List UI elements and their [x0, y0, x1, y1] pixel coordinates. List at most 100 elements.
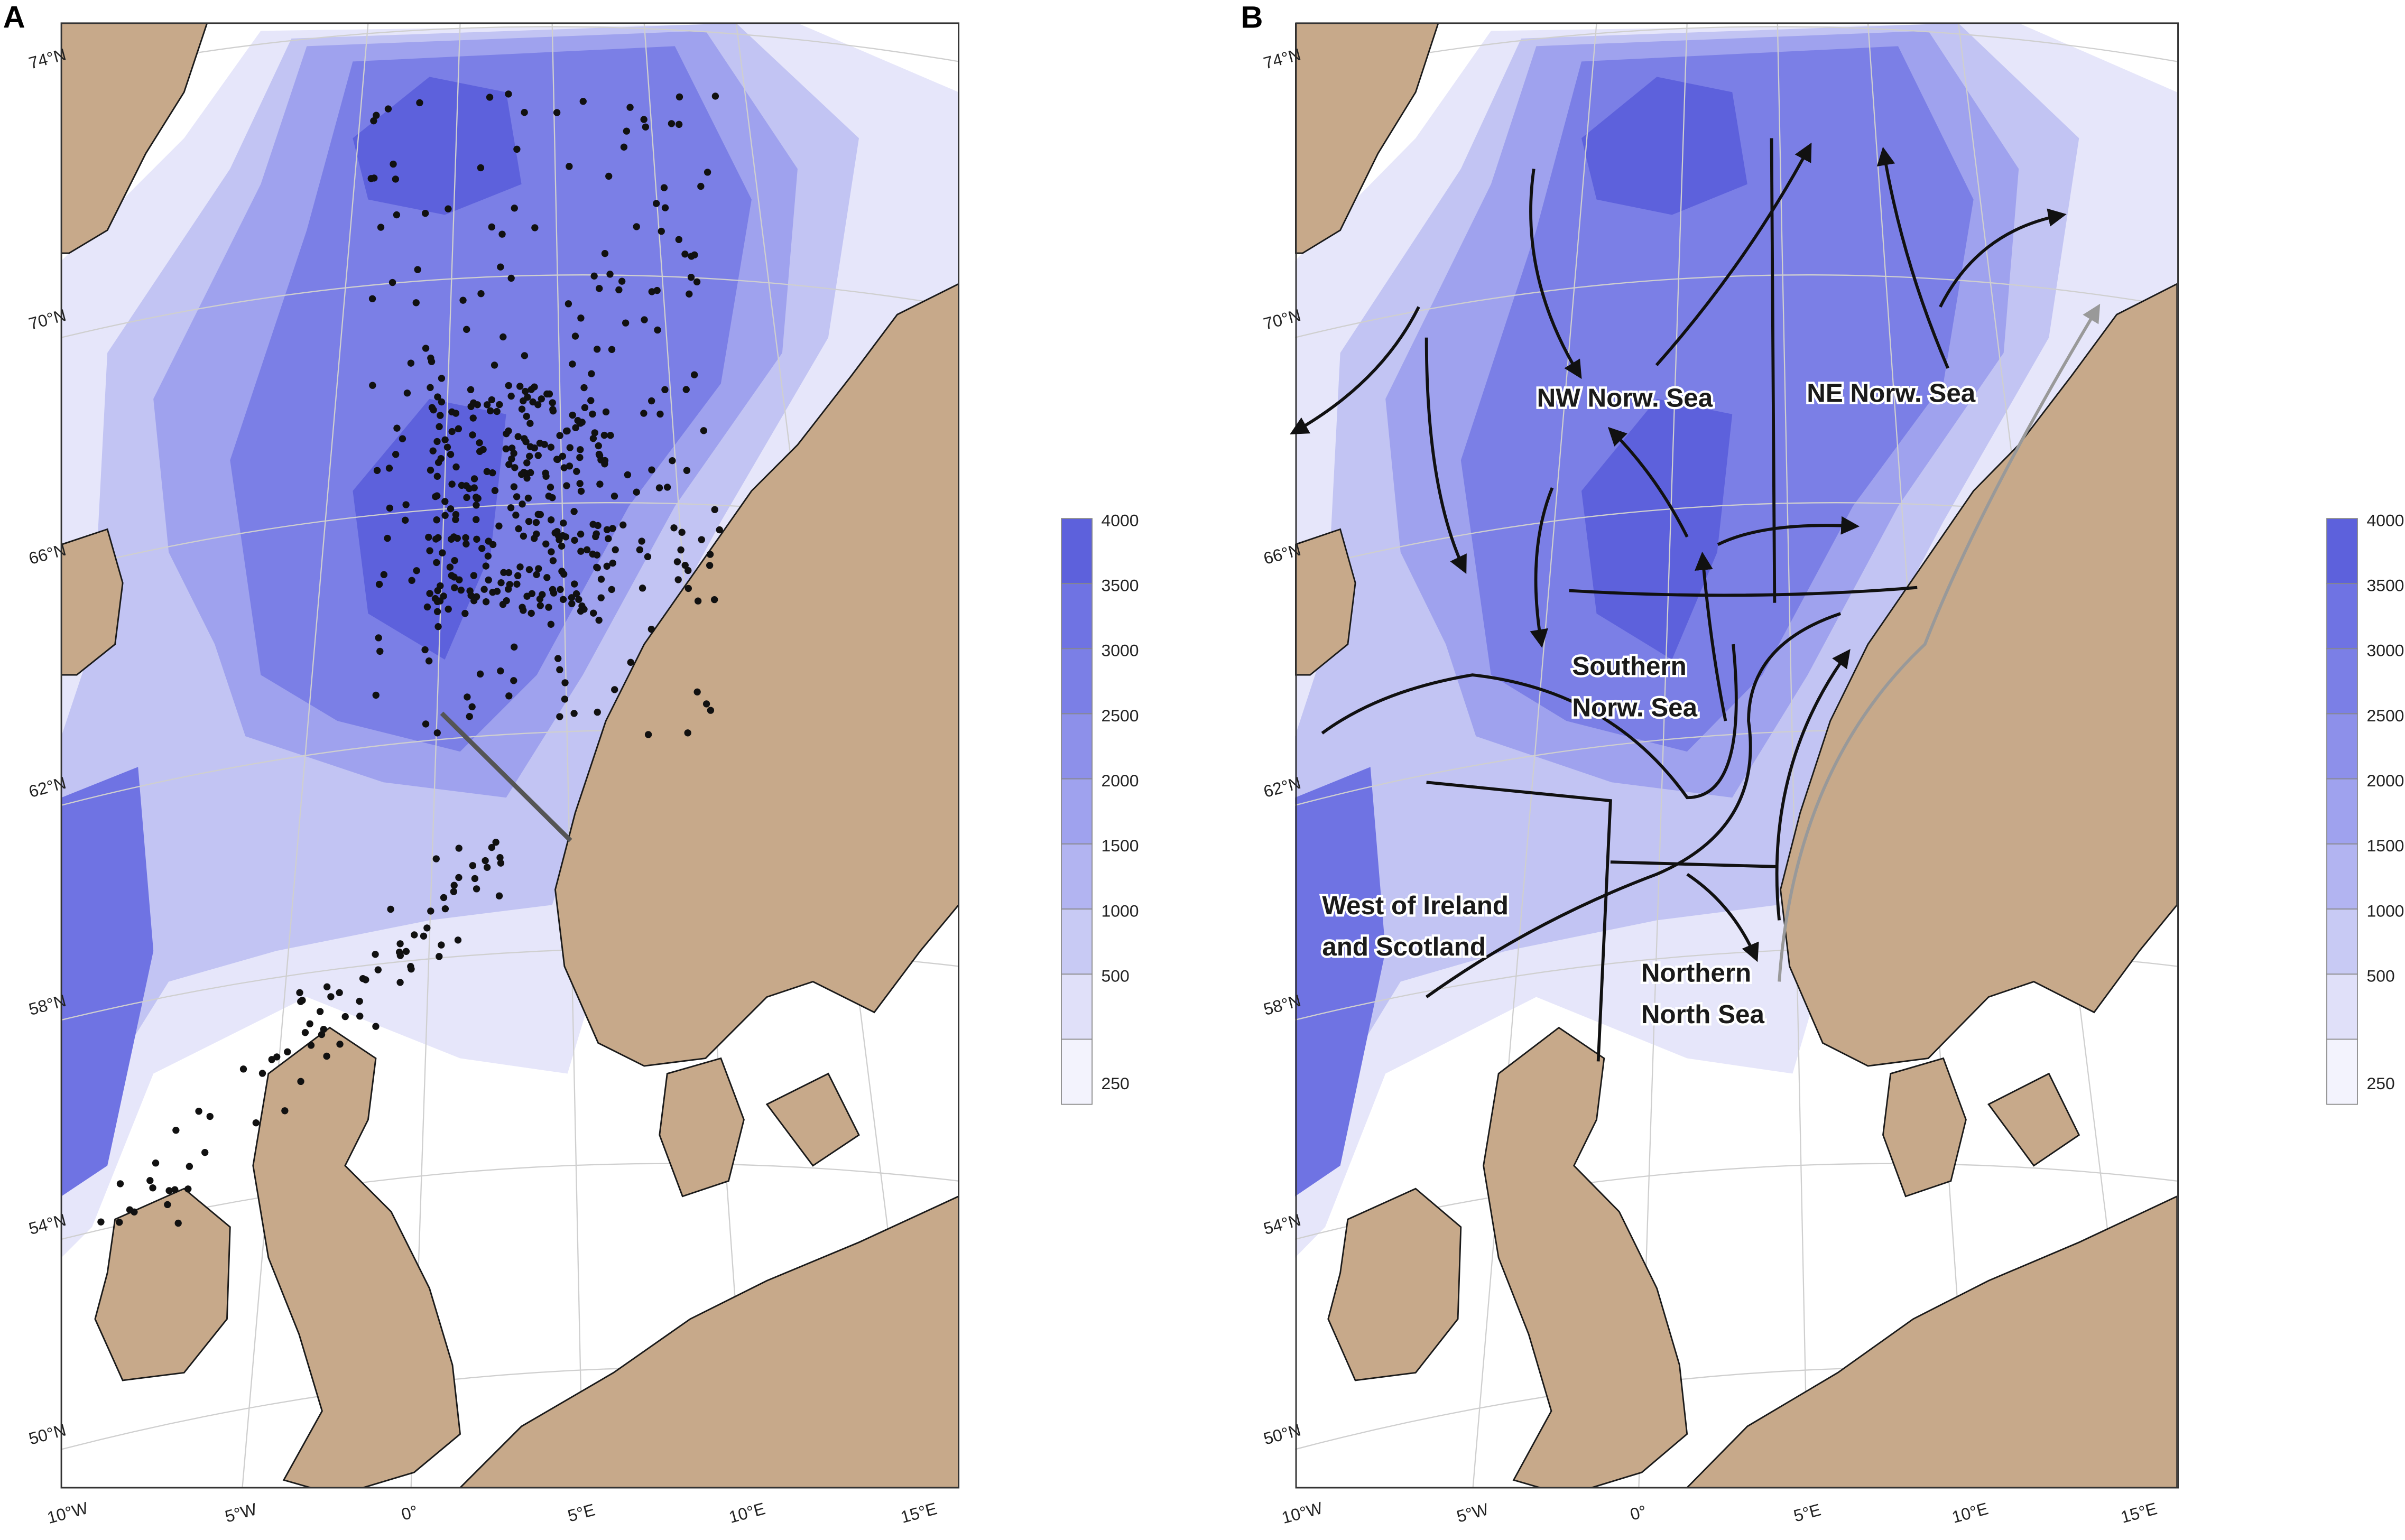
sample-dot [648, 466, 655, 474]
sample-dot [521, 435, 528, 442]
lon-label: 5°E [566, 1500, 597, 1525]
sample-dot [505, 692, 513, 700]
sample-dot [468, 703, 476, 711]
sample-dot [502, 445, 510, 453]
sample-dot [556, 432, 563, 439]
sample-dot [535, 565, 542, 572]
sample-dot [441, 905, 449, 913]
sample-dot [641, 316, 648, 323]
sample-dot [386, 504, 394, 512]
map-b [1295, 23, 2177, 1496]
sample-dot [497, 859, 505, 867]
sample-dot [469, 862, 477, 869]
sample-dot [195, 1107, 202, 1115]
sample-dot [388, 279, 396, 286]
sample-dot [336, 989, 343, 997]
sample-dot [341, 1013, 349, 1021]
sample-dot [516, 383, 524, 390]
sample-dot [538, 395, 545, 403]
sample-dot [523, 413, 530, 420]
sample-dot [605, 535, 612, 542]
sample-dot [462, 540, 470, 548]
sample-dot [607, 432, 614, 439]
sample-dot [639, 585, 646, 592]
sample-dot [545, 493, 552, 500]
lon-label: 10°W [1280, 1498, 1325, 1527]
sample-dot [508, 455, 515, 463]
sample-dot [545, 390, 553, 398]
sample-dot [523, 475, 531, 482]
sample-dot [488, 223, 495, 231]
sample-dot [547, 620, 554, 628]
sample-dot [596, 480, 604, 488]
colorbar-band [2326, 973, 2358, 1040]
panel-label: B [1241, 1, 1263, 35]
sample-dot [372, 951, 379, 958]
sample-dot [273, 1053, 281, 1061]
sample-dot [454, 936, 462, 944]
sample-dot [556, 713, 563, 720]
sample-dot [589, 550, 596, 558]
sample-dot [375, 580, 383, 588]
sample-dot [534, 452, 542, 459]
colorbar-label: 3000 [1101, 641, 1139, 660]
sample-dot [711, 92, 719, 100]
region-label: Southern [1572, 652, 1687, 681]
sample-dot [605, 172, 613, 180]
sample-dot [373, 112, 380, 119]
sample-dot [392, 175, 400, 183]
sample-dot [408, 965, 415, 973]
sample-dot [401, 516, 409, 524]
sample-dot [561, 679, 569, 686]
sample-dot [427, 907, 434, 915]
sample-dot [597, 576, 605, 583]
sample-dot [495, 892, 503, 899]
sample-dot [441, 498, 449, 505]
sample-dot [455, 845, 462, 852]
sample-dot [570, 508, 578, 515]
sample-dot [545, 604, 552, 611]
sample-dot [658, 227, 665, 235]
sample-dot [684, 585, 692, 592]
sample-dot [412, 299, 420, 307]
sample-dot [462, 534, 469, 542]
sample-dot [423, 603, 431, 611]
sample-dot [554, 456, 561, 463]
sample-dot [698, 536, 705, 543]
sample-dot [690, 371, 698, 378]
sample-dot [374, 966, 382, 973]
sample-dot [595, 616, 603, 624]
sample-dot [488, 396, 495, 404]
sample-dot [477, 164, 485, 172]
sample-dot [577, 487, 585, 495]
map-frame [1295, 22, 2179, 1489]
colorbar-band [2326, 713, 2358, 780]
sample-dot [684, 729, 691, 737]
sample-dot [116, 1180, 124, 1188]
sample-dot [414, 266, 421, 273]
sample-dot [624, 471, 632, 479]
sample-dot [476, 439, 483, 447]
sample-dot [437, 412, 444, 419]
sample-dot [655, 484, 663, 491]
sample-dot [336, 1041, 344, 1048]
lon-label: 5°W [223, 1499, 259, 1526]
sample-dot [642, 123, 650, 131]
sample-dot [252, 1119, 260, 1127]
colorbar-label: 1000 [1101, 901, 1139, 920]
sample-dot [447, 505, 455, 513]
sample-dot [531, 383, 538, 391]
sample-dot [427, 467, 434, 474]
sample-dot [554, 655, 562, 662]
colorbar-band [2326, 583, 2358, 650]
sample-dot [116, 1219, 123, 1226]
sample-dot [466, 587, 474, 595]
sample-dot [570, 710, 578, 717]
sample-dot [517, 470, 525, 478]
colorbar-label: 3500 [2366, 576, 2404, 595]
sample-dot [594, 564, 601, 572]
sample-dot [436, 423, 443, 430]
sample-dot [437, 582, 444, 590]
colorbar-label: 4000 [2366, 511, 2404, 530]
sample-dot [455, 874, 462, 882]
